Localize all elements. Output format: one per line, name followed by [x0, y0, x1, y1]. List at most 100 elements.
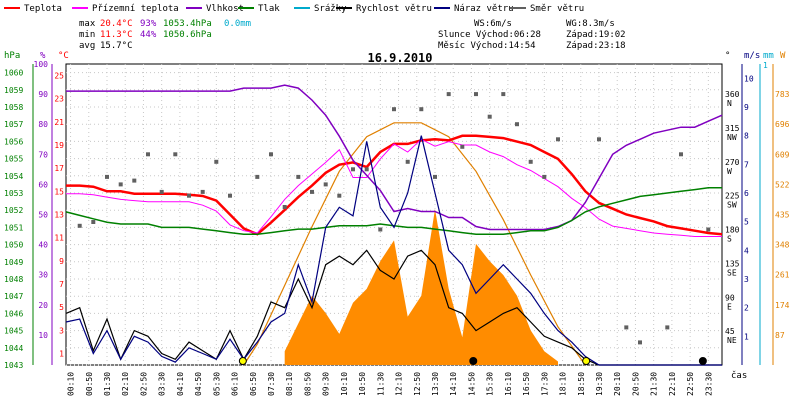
tick-label-time: 16:10 — [504, 372, 513, 396]
tick-label-time: 04:50 — [194, 372, 203, 396]
tick-label-time: 14:50 — [467, 372, 476, 396]
axis-unit-percent: % — [40, 51, 46, 61]
stat-min-temp: 11.3°C — [100, 30, 133, 40]
tick-label-time: 00:10 — [67, 372, 76, 396]
tick-label-time: 17:30 — [540, 372, 549, 396]
legend-label: Rychlost větru — [356, 4, 432, 14]
tick-label-hpa: 1057 — [4, 120, 23, 129]
tick-label-time: 09:30 — [322, 372, 331, 396]
tick-label-ms: 8 — [744, 132, 749, 141]
tick-label-w: 522 — [775, 180, 790, 189]
wind-direction-point — [405, 159, 410, 164]
moon-rise-info: Měsíc Východ:14:54 — [438, 41, 536, 51]
wind-direction-point — [597, 137, 601, 142]
tick-label-time: 18:50 — [577, 372, 586, 396]
tick-label-time: 15:30 — [486, 372, 495, 396]
wind-direction-point — [419, 107, 424, 112]
axis-unit-w: W — [780, 51, 786, 61]
wind-direction-point — [118, 182, 123, 187]
stat-max-press: 1053.4hPa — [163, 19, 212, 29]
wind-direction-point — [310, 189, 314, 194]
tick-label-hpa: 1043 — [4, 361, 23, 370]
axis-unit-degc: °C — [58, 51, 69, 61]
tick-label-hpa: 1052 — [4, 206, 23, 215]
wind-direction-point — [351, 167, 355, 172]
wind-direction-point — [528, 159, 533, 164]
tick-label-compass: S — [727, 235, 732, 244]
series-line-tlak — [65, 187, 722, 236]
tick-label-w: 435 — [775, 211, 790, 220]
stat-max-rain: 0.0mm — [224, 19, 251, 29]
tick-label-ms: 7 — [744, 160, 749, 169]
marker-sunset — [582, 357, 591, 365]
stat-max-temp: 20.4°C — [100, 19, 133, 29]
tick-label-time: 06:50 — [249, 372, 258, 396]
tick-label-time: 05:30 — [212, 372, 221, 396]
tick-label-direction: 360 — [725, 90, 740, 99]
tick-label-w: 348 — [775, 241, 790, 250]
wind-direction-point — [542, 174, 547, 179]
stat-min-press: 1050.6hPa — [163, 30, 212, 40]
wind-direction-point — [433, 174, 437, 179]
tick-label-percent: 80 — [38, 120, 48, 129]
tick-label-time: 01:30 — [103, 372, 112, 396]
wind-direction-point — [105, 174, 109, 179]
wind-direction-point — [228, 193, 232, 198]
legend-label: Srážky — [314, 4, 347, 14]
wind-direction-point — [501, 92, 506, 97]
wind-direction-point — [187, 193, 191, 198]
series-line-vlhkost — [66, 84, 723, 231]
stat-avg-label: avg — [79, 41, 95, 51]
wind-direction-point — [679, 152, 683, 157]
tick-label-temp: 1 — [59, 349, 64, 358]
wind-direction-point — [446, 92, 451, 97]
marker-moonrise — [469, 357, 478, 365]
tick-label-ms: 6 — [744, 189, 749, 198]
wind-direction-point — [146, 152, 150, 157]
wind-direction-point — [706, 227, 711, 232]
stat-min-hum: 44% — [140, 30, 157, 40]
series-radiation-area — [284, 209, 558, 365]
tick-label-hpa: 1050 — [4, 241, 23, 250]
tick-label-w: 87 — [775, 331, 785, 340]
tick-label-percent: 70 — [38, 150, 48, 159]
tick-label-w: 696 — [775, 120, 790, 129]
legend-label: Vlhkost — [206, 4, 244, 14]
axes-layer: 1060105910581057105610551054105310521051… — [4, 60, 790, 396]
legend-label: Přízemní teplota — [92, 4, 179, 14]
tick-label-time: 10:10 — [340, 372, 349, 396]
tick-label-direction: 135 — [725, 259, 740, 268]
tick-label-hpa: 1054 — [4, 172, 23, 181]
legend-label: Náraz větru — [454, 4, 514, 14]
moon-set-info: Západ:23:18 — [566, 41, 626, 51]
tick-label-direction: 45 — [725, 327, 735, 336]
tick-label-time: 11:30 — [376, 372, 385, 396]
tick-label-ms: 4 — [744, 246, 749, 255]
tick-label-time: 18:10 — [559, 372, 568, 396]
wind-direction-point — [392, 107, 396, 112]
tick-label-time: 08:10 — [285, 372, 294, 396]
axis-unit-ms: m/s — [744, 51, 760, 61]
tick-label-temp: 13 — [54, 211, 64, 220]
tick-label-direction: 270 — [725, 158, 740, 167]
legend-label: Směr větru — [530, 4, 584, 14]
wind-direction-point — [255, 174, 260, 179]
tick-label-temp: 15 — [54, 187, 64, 196]
tick-label-percent: 10 — [38, 331, 48, 340]
tick-label-time: 20:50 — [631, 372, 640, 396]
tick-label-w: 783 — [775, 90, 790, 99]
wind-direction-point — [200, 189, 205, 194]
wind-direction-point — [460, 144, 465, 149]
tick-label-hpa: 1059 — [4, 86, 23, 95]
wind-gust-info: WG:8.3m/s — [566, 19, 615, 29]
tick-label-ms: 2 — [744, 304, 749, 313]
wind-speed-info: WS:6m/s — [474, 19, 512, 29]
wind-direction-point — [173, 152, 178, 157]
tick-label-hpa: 1047 — [4, 292, 23, 301]
tick-label-ms: 3 — [744, 275, 749, 284]
tick-label-time: 19:30 — [595, 372, 604, 396]
tick-label-time: 16:50 — [522, 372, 531, 396]
chart-title: 16.9.2010 — [367, 51, 432, 65]
tick-label-time: 13:30 — [431, 372, 440, 396]
tick-label-percent: 90 — [38, 90, 48, 99]
